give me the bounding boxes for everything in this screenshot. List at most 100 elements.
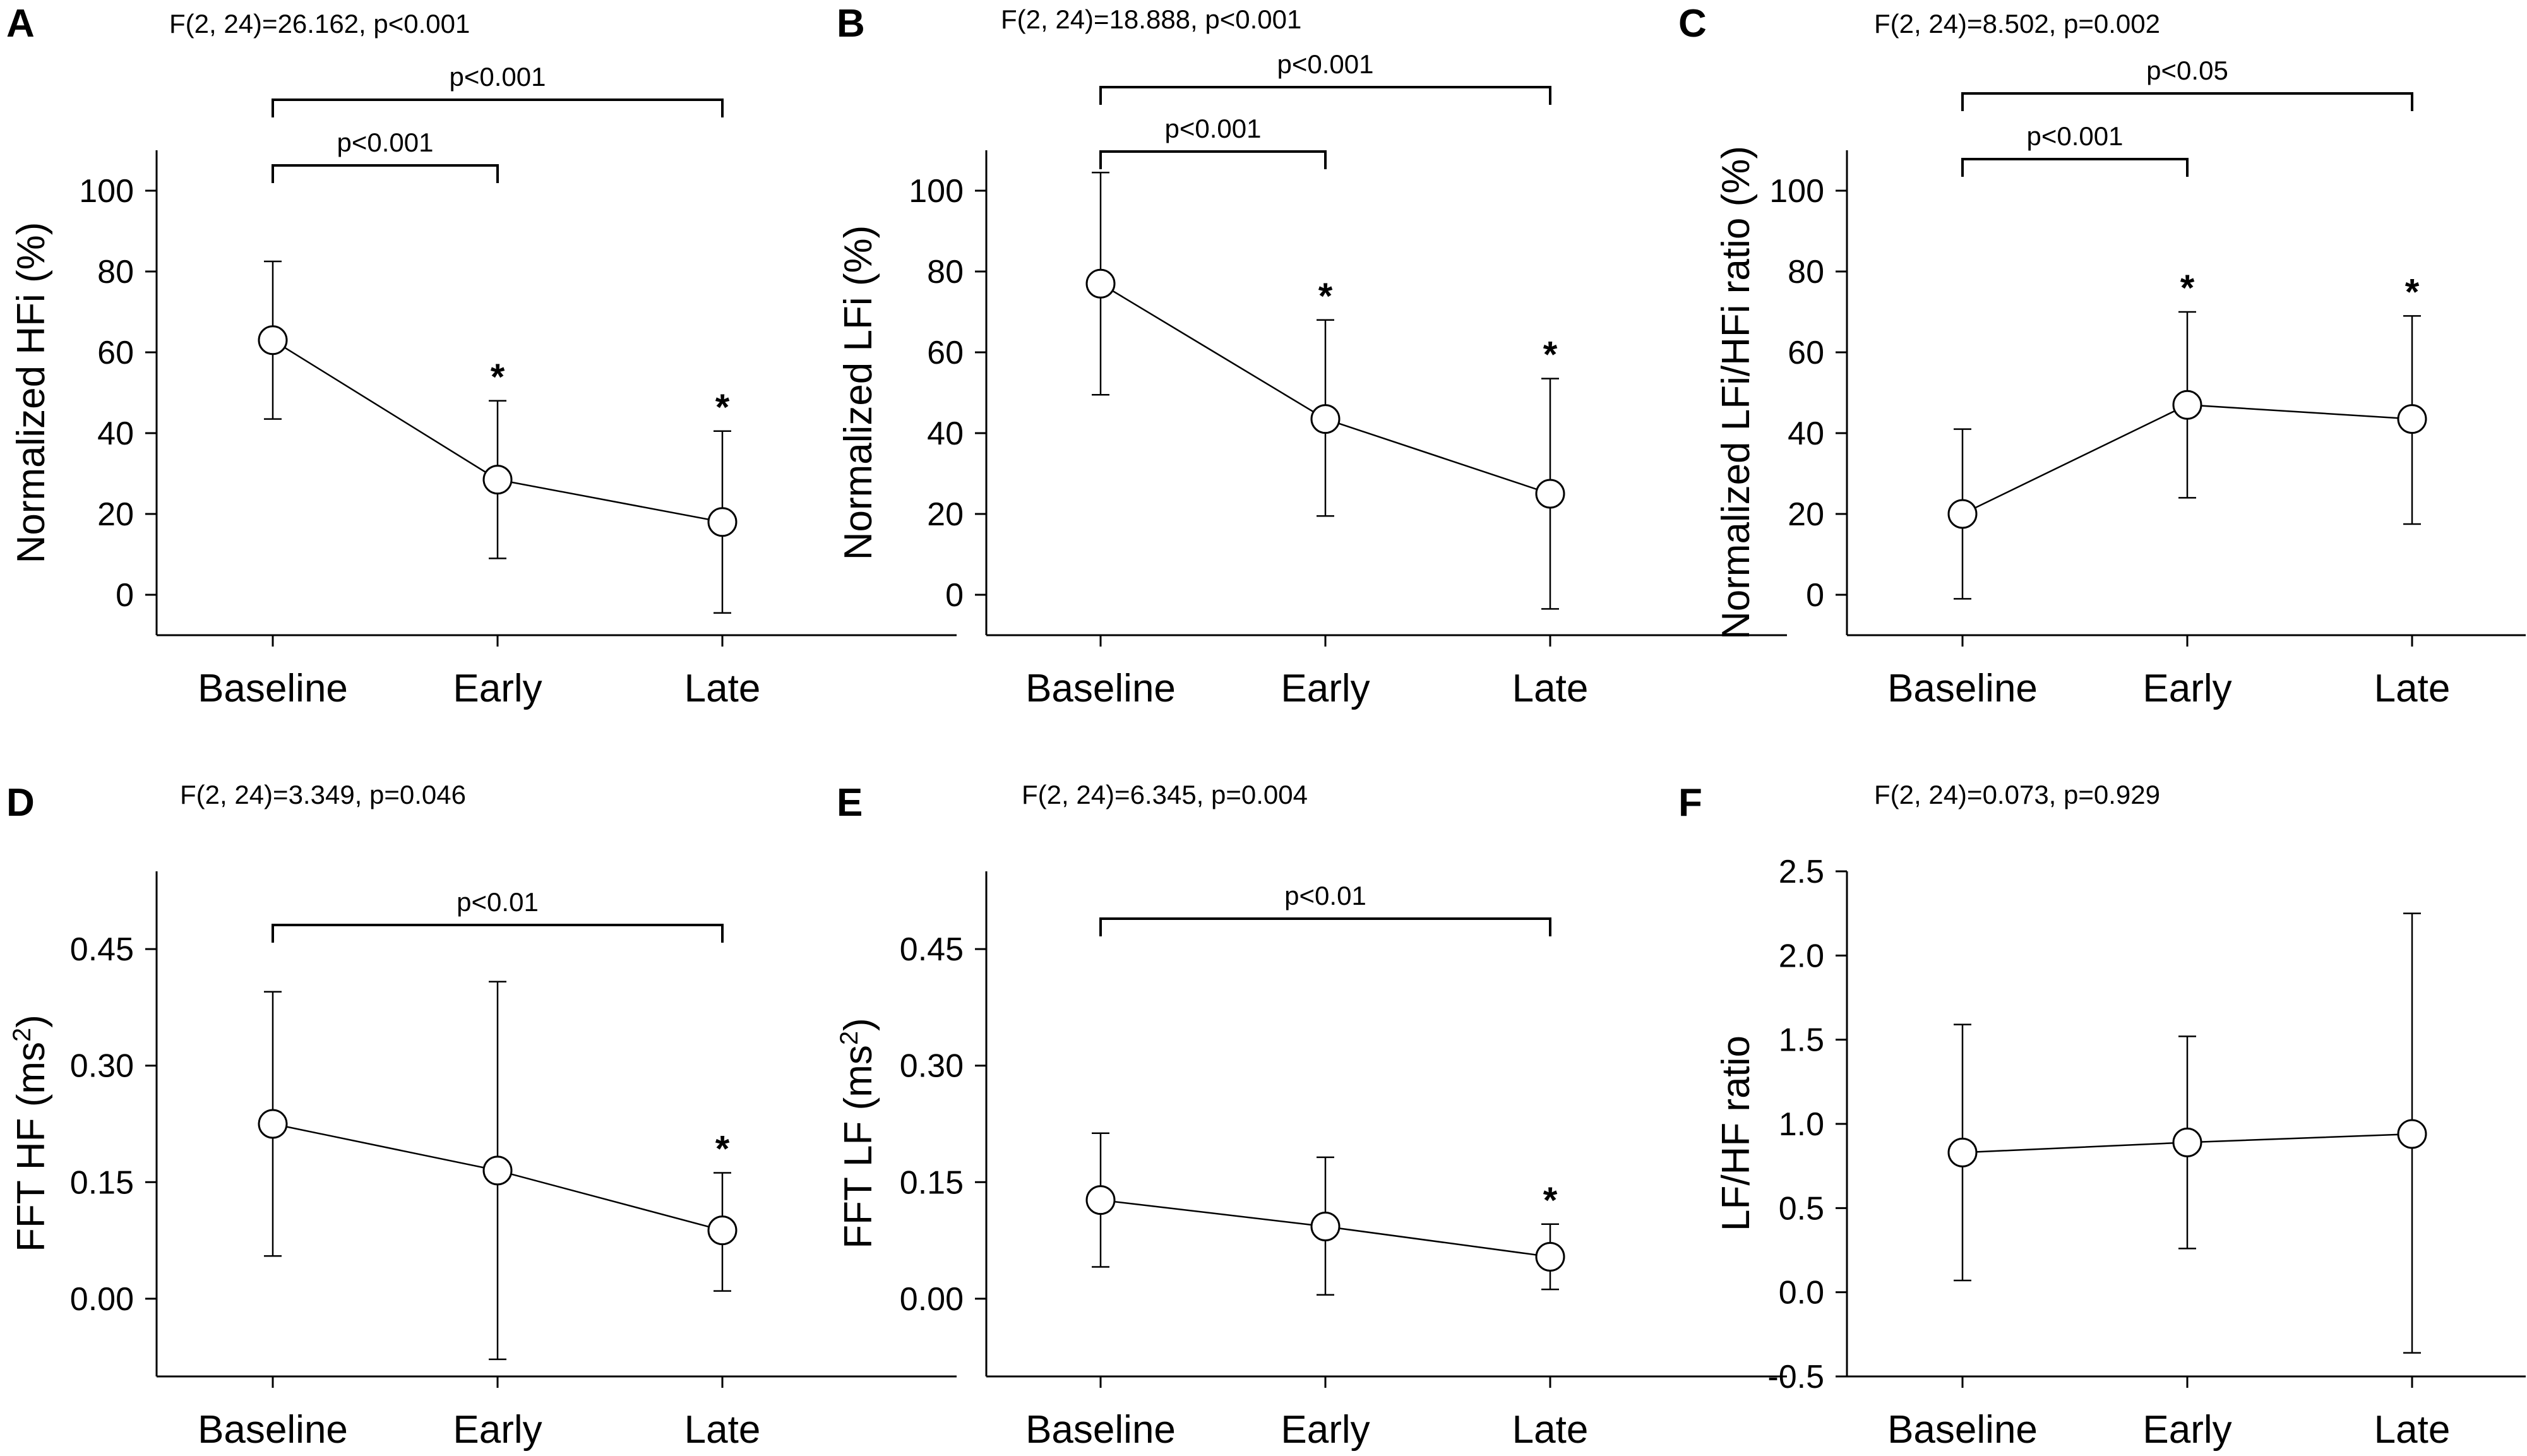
y-tick-label: 0 xyxy=(945,577,964,614)
y-axis-label-superscript: 2 xyxy=(8,1028,36,1042)
panel-b: B F(2, 24)=18.888, p<0.001 0 20 40 60 80 100 Bas… xyxy=(837,2,1787,710)
y-tick-label: 80 xyxy=(97,254,134,290)
y-tick-label: 0.0 xyxy=(1779,1275,1824,1311)
significance-star: * xyxy=(491,357,505,398)
y-tick-label: 0 xyxy=(1806,577,1824,614)
y-tick-label: 40 xyxy=(97,415,134,452)
panel-letter: B xyxy=(837,2,865,45)
y-tick-label: 1.5 xyxy=(1779,1022,1824,1059)
significance-bracket xyxy=(272,924,724,943)
x-tick-label: Baseline xyxy=(1025,1408,1176,1452)
x-tick-label: Early xyxy=(1281,667,1370,710)
y-tick-label: 100 xyxy=(1769,173,1824,210)
x-tick-label: Baseline xyxy=(1887,1408,2038,1452)
significance-star: * xyxy=(2180,268,2195,309)
data-point xyxy=(1085,268,1116,299)
y-tick-label: 1.0 xyxy=(1779,1106,1824,1143)
y-axis-label-superscript: 2 xyxy=(835,1031,863,1045)
y-tick-label: 0.15 xyxy=(70,1164,134,1201)
y-axis-label-end: ) xyxy=(9,1015,53,1028)
x-tick-label: Late xyxy=(684,1408,761,1452)
y-tick-label: 0.5 xyxy=(1779,1190,1824,1227)
x-tick-label: Baseline xyxy=(1025,667,1176,710)
x-tick-label: Early xyxy=(1281,1408,1370,1452)
y-tick-label: 80 xyxy=(927,254,964,290)
panel-letter: A xyxy=(6,2,35,45)
anova-stat-text: F(2, 24)=0.073, p=0.929 xyxy=(1874,780,2160,809)
x-tick-label: Baseline xyxy=(198,1408,348,1452)
y-axis-label: Normalized LFi (%) xyxy=(837,225,880,561)
data-point xyxy=(2397,1119,2427,1149)
data-point xyxy=(2172,390,2202,420)
anova-stat-text: F(2, 24)=18.888, p<0.001 xyxy=(1001,4,1301,34)
significance-bracket xyxy=(1961,92,2413,111)
significance-star: * xyxy=(715,1129,730,1170)
y-tick-label: 0.00 xyxy=(900,1281,964,1318)
x-tick-label: Baseline xyxy=(198,667,348,710)
data-point xyxy=(1085,1185,1116,1215)
y-tick-label: 60 xyxy=(97,335,134,371)
data-point xyxy=(1310,404,1341,434)
x-tick-label: Early xyxy=(2142,1408,2231,1452)
panel-letter: F xyxy=(1678,781,1702,825)
y-axis-label: LF/HF ratio xyxy=(1714,1035,1758,1231)
panel-letter: E xyxy=(837,781,863,825)
bracket-label: p<0.01 xyxy=(1284,881,1366,910)
significance-bracket xyxy=(272,164,499,183)
panel-a: A F(2, 24)=26.162, p<0.001 0 20 40 60 80 100 Bas… xyxy=(6,2,957,710)
y-tick-label: 100 xyxy=(909,173,964,210)
significance-bracket xyxy=(1099,86,1551,105)
panel-letter: C xyxy=(1678,2,1707,45)
y-axis-label: FFT HF (ms2) xyxy=(8,1015,53,1252)
significance-bracket xyxy=(272,98,724,117)
data-point xyxy=(707,1215,738,1246)
y-tick-label: 0.30 xyxy=(900,1048,964,1085)
y-axis-label: FFT LF (ms2) xyxy=(835,1018,880,1249)
panel-letter: D xyxy=(6,781,35,825)
data-point xyxy=(2172,1127,2202,1157)
significance-star: * xyxy=(2405,272,2420,313)
y-tick-label: 20 xyxy=(97,496,134,533)
bracket-label: p<0.001 xyxy=(2027,121,2124,151)
y-tick-label: 40 xyxy=(927,415,964,452)
y-tick-label: 2.0 xyxy=(1779,938,1824,974)
significance-star: * xyxy=(1543,1180,1558,1221)
x-tick-label: Late xyxy=(2374,1408,2451,1452)
data-point xyxy=(258,1109,288,1139)
x-tick-label: Early xyxy=(453,667,542,710)
y-tick-label: 60 xyxy=(927,335,964,371)
y-tick-label: 0.00 xyxy=(70,1281,134,1318)
bracket-label: p<0.05 xyxy=(2146,56,2228,85)
data-point xyxy=(1947,499,1978,529)
y-tick-label: 0 xyxy=(116,577,134,614)
anova-stat-text: F(2, 24)=26.162, p<0.001 xyxy=(169,9,470,39)
panel-e: E F(2, 24)=6.345, p=0.004 0.00 0.15 0.30 0.45… xyxy=(835,780,1787,1452)
anova-stat-text: F(2, 24)=6.345, p=0.004 xyxy=(1022,780,1308,809)
x-tick-label: Early xyxy=(453,1408,542,1452)
significance-star: * xyxy=(715,387,730,428)
y-tick-label: 40 xyxy=(1788,415,1824,452)
x-tick-label: Early xyxy=(2142,667,2231,710)
data-point xyxy=(258,325,288,355)
data-point xyxy=(1310,1211,1341,1241)
y-tick-label: -0.5 xyxy=(1767,1359,1824,1395)
anova-stat-text: F(2, 24)=8.502, p=0.002 xyxy=(1874,9,2160,39)
data-point xyxy=(1947,1137,1978,1167)
x-tick-label: Late xyxy=(684,667,761,710)
significance-star: * xyxy=(1318,276,1333,317)
x-tick-label: Baseline xyxy=(1887,667,2038,710)
y-tick-label: 0.30 xyxy=(70,1048,134,1085)
y-axis-label: Normalized HFi (%) xyxy=(9,222,53,564)
y-tick-label: 60 xyxy=(1788,335,1824,371)
x-tick-label: Late xyxy=(1512,667,1589,710)
x-tick-label: Late xyxy=(1512,1408,1589,1452)
data-point xyxy=(1535,479,1565,509)
y-tick-label: 0.45 xyxy=(70,931,134,968)
anova-stat-text: F(2, 24)=3.349, p=0.046 xyxy=(180,780,466,809)
y-axis-label: Normalized LFi/HFi ratio (%) xyxy=(1714,146,1758,640)
bracket-label: p<0.001 xyxy=(450,62,546,92)
panel-d: D F(2, 24)=3.349, p=0.046 0.00 0.15 0.30 0.45… xyxy=(6,780,957,1452)
y-tick-label: 20 xyxy=(1788,496,1824,533)
bracket-label: p<0.001 xyxy=(1277,49,1374,79)
